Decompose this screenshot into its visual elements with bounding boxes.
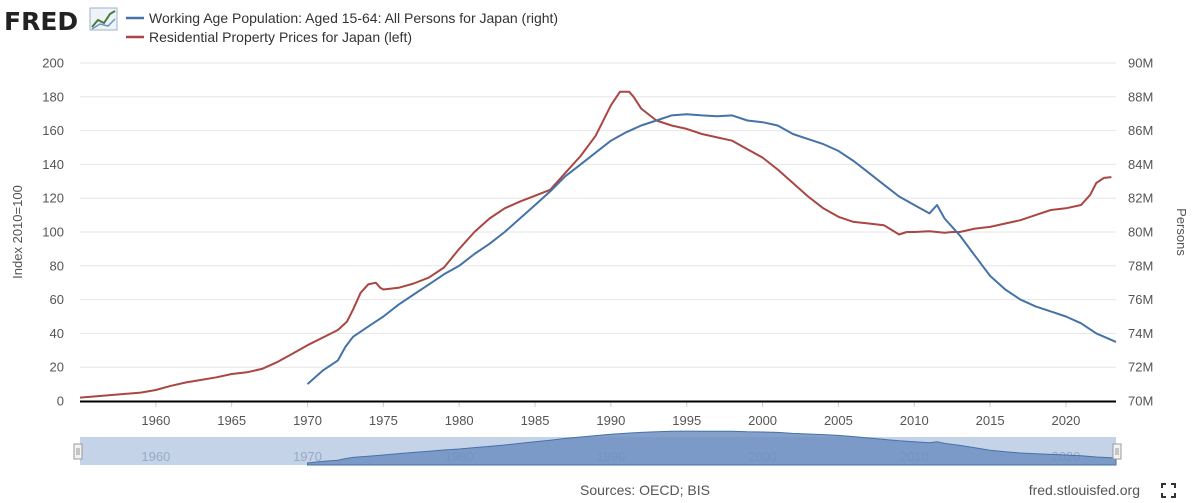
- y-left-tick-label: 120: [42, 191, 64, 206]
- navigator-label: 1970: [293, 449, 322, 464]
- y-left-tick-label: 140: [42, 157, 64, 172]
- y-axis-left-ticks: 0 20 40 60 80 100 120 140 160 180 200: [42, 56, 64, 409]
- fred-logo-text: FRED: [4, 7, 78, 36]
- legend-item-population[interactable]: Working Age Population: Aged 15-64: All …: [126, 10, 558, 26]
- y-right-tick-label: 76M: [1128, 292, 1153, 307]
- y-left-tick-label: 180: [42, 89, 64, 104]
- series-population-line: [306, 113, 1117, 385]
- x-tick-label: 1975: [369, 413, 398, 428]
- x-tick-label: 1970: [293, 413, 322, 428]
- legend-label-population: Working Age Population: Aged 15-64: All …: [149, 10, 558, 26]
- x-tick-label: 2020: [1051, 413, 1080, 428]
- x-tick-label: 2010: [900, 413, 929, 428]
- fred-chart-logo-icon: [89, 7, 118, 31]
- x-tick-label: 2000: [748, 413, 777, 428]
- y-left-tick-label: 80: [50, 258, 64, 273]
- x-tick-label: 2005: [824, 413, 853, 428]
- y-left-tick-label: 0: [57, 394, 64, 409]
- legend-item-property-prices[interactable]: Residential Property Prices for Japan (l…: [126, 29, 412, 45]
- y-right-tick-label: 88M: [1128, 89, 1153, 104]
- series-property-prices-line: [79, 90, 1112, 399]
- x-tick-label: 1995: [672, 413, 701, 428]
- fred-logo[interactable]: FRED: [4, 7, 118, 36]
- x-tick-label: 1985: [521, 413, 550, 428]
- y-right-tick-label: 84M: [1128, 157, 1153, 172]
- y-axis-right-ticks: 70M 72M 74M 76M 78M 80M 82M 84M 86M 88M 90M: [1128, 56, 1153, 409]
- y-axis-left-title: Index 2010=100: [10, 185, 25, 279]
- legend: Working Age Population: Aged 15-64: All …: [126, 10, 558, 45]
- x-tick-label: 1980: [445, 413, 474, 428]
- y-left-tick-label: 100: [42, 225, 64, 240]
- site-link[interactable]: fred.stlouisfed.org: [1029, 482, 1140, 498]
- x-tick-label: 1990: [596, 413, 625, 428]
- y-axis-right-title: Persons: [1174, 208, 1189, 256]
- legend-label-property-prices: Residential Property Prices for Japan (l…: [149, 29, 412, 45]
- navigator-series-area: [307, 430, 1117, 466]
- y-left-tick-label: 200: [42, 56, 64, 71]
- range-navigator[interactable]: 1960197019801990200020102020: [73, 430, 1122, 466]
- y-left-tick-label: 20: [50, 360, 64, 375]
- series-lines: [79, 90, 1117, 399]
- x-tick-label: 2015: [976, 413, 1005, 428]
- y-right-tick-label: 86M: [1128, 123, 1153, 138]
- y-left-tick-label: 40: [50, 326, 64, 341]
- navigator-label: 1960: [141, 449, 170, 464]
- gridlines: [80, 62, 1116, 368]
- y-right-tick-label: 82M: [1128, 191, 1153, 206]
- y-right-tick-label: 70M: [1128, 394, 1153, 409]
- y-left-tick-label: 160: [42, 123, 64, 138]
- y-right-tick-label: 78M: [1128, 258, 1153, 273]
- sources-text: Sources: OECD; BIS: [580, 482, 710, 498]
- navigator-handle-right[interactable]: [1112, 443, 1122, 460]
- y-right-tick-label: 80M: [1128, 225, 1153, 240]
- x-tick-label: 1965: [217, 413, 246, 428]
- y-left-tick-label: 60: [50, 292, 64, 307]
- x-tick-label: 1960: [141, 413, 170, 428]
- y-right-tick-label: 72M: [1128, 360, 1153, 375]
- y-right-tick-label: 90M: [1128, 56, 1153, 71]
- y-right-tick-label: 74M: [1128, 326, 1153, 341]
- x-axis-ticks: 1960 1965 1970 1975 1980 1985 1990 1995 2000 2005…: [141, 401, 1080, 428]
- fullscreen-icon[interactable]: [1161, 483, 1176, 498]
- navigator-handle-left[interactable]: [73, 443, 83, 460]
